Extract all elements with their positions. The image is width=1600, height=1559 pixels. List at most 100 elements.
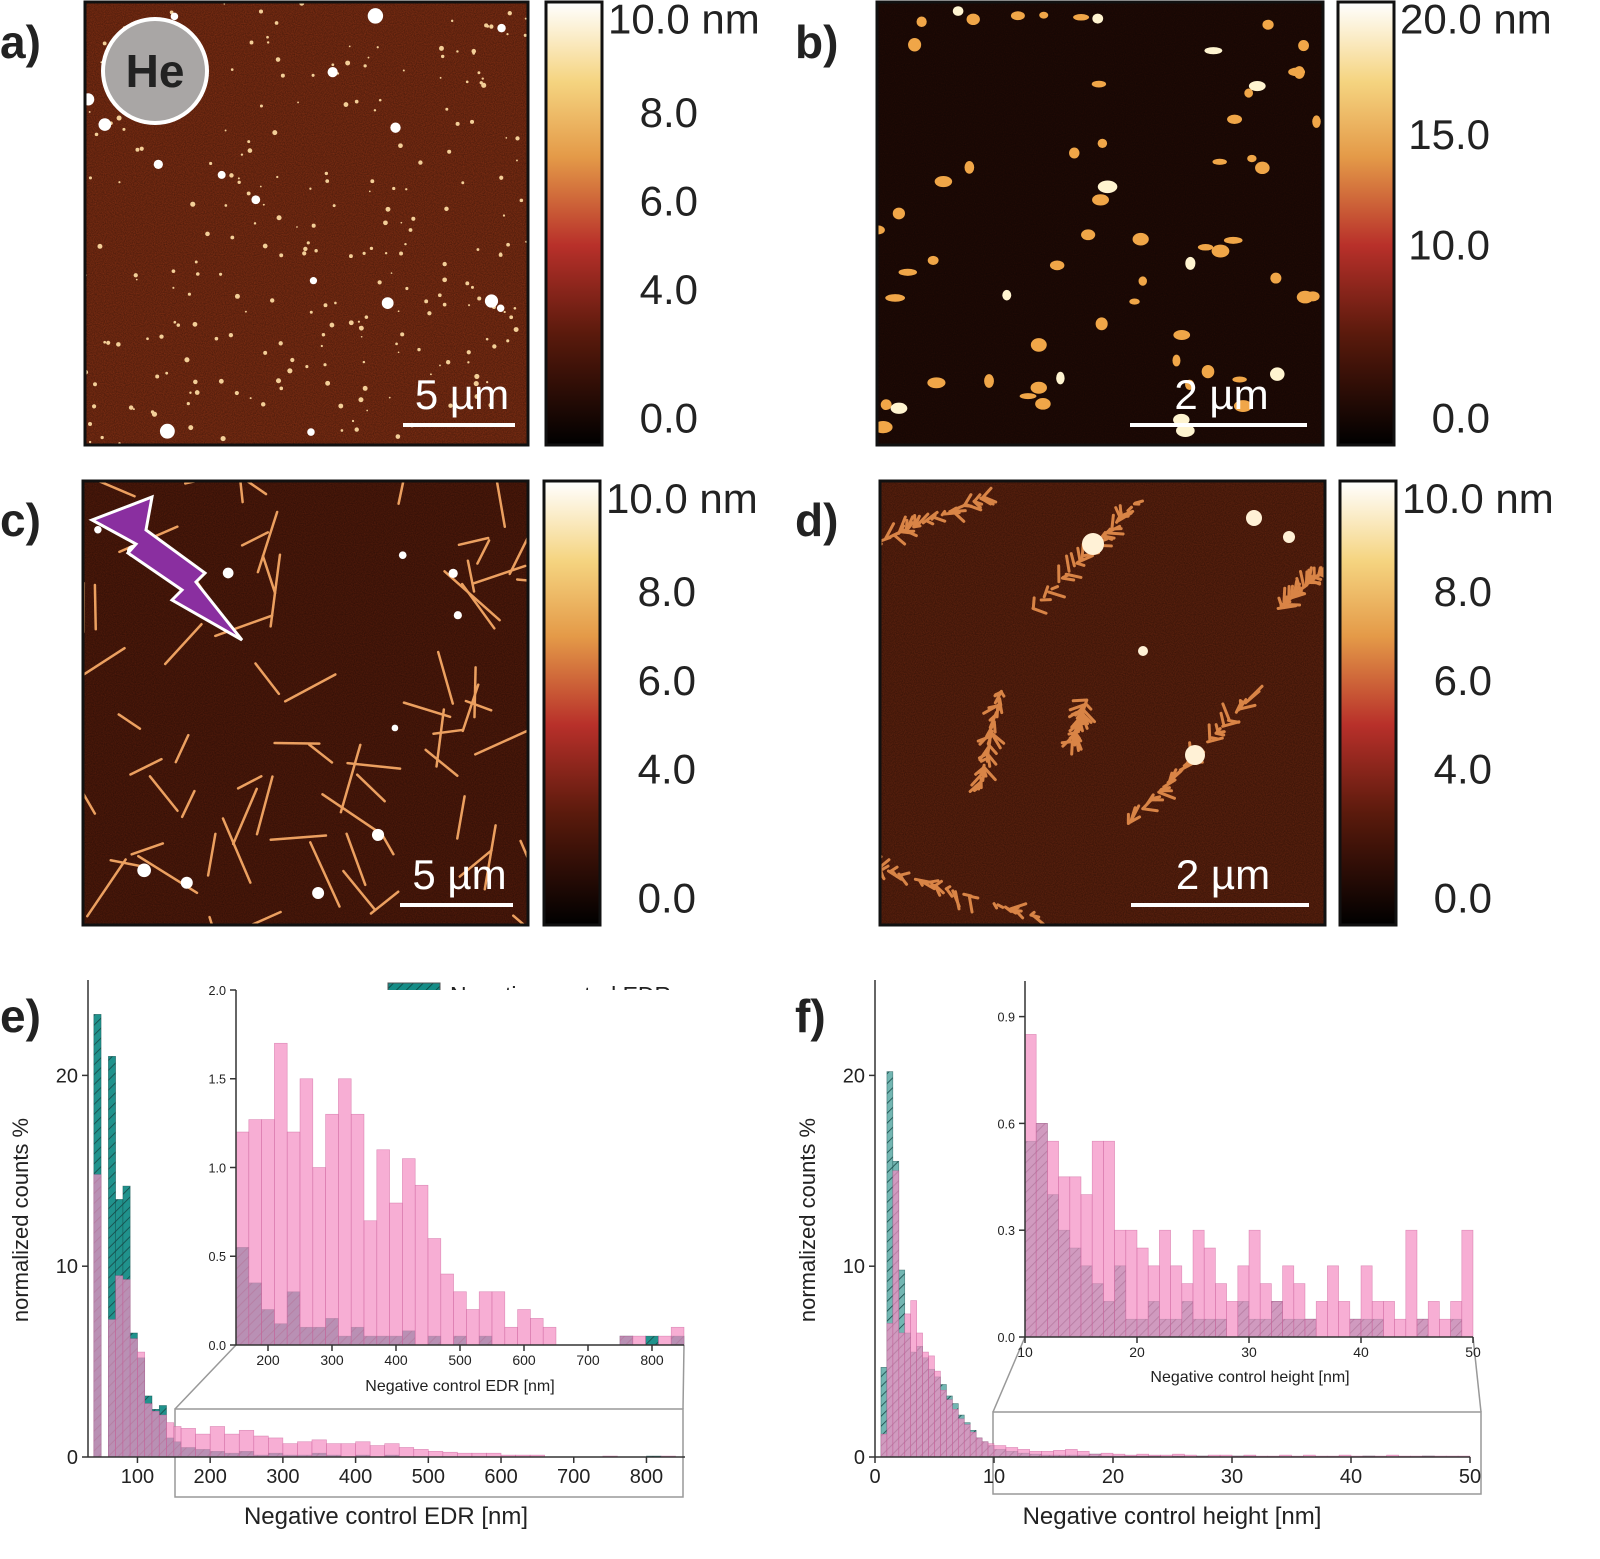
dendrite bbox=[904, 518, 909, 532]
histogram-bar bbox=[1114, 1229, 1127, 1338]
particle bbox=[1035, 398, 1051, 410]
particle bbox=[186, 401, 190, 406]
colorbar-label: 15.0 bbox=[1408, 111, 1490, 158]
particle bbox=[1306, 291, 1320, 302]
y-tick-label: 1.0 bbox=[208, 1161, 226, 1175]
particle bbox=[437, 293, 442, 298]
particle bbox=[219, 272, 223, 276]
histogram-bar bbox=[363, 1220, 378, 1346]
particle bbox=[334, 301, 337, 305]
particle bbox=[329, 322, 335, 328]
particle bbox=[506, 242, 510, 247]
particle bbox=[966, 13, 980, 26]
dendrite bbox=[1114, 506, 1123, 520]
lightning-icon bbox=[88, 494, 244, 642]
particle bbox=[429, 373, 432, 376]
particle bbox=[1223, 236, 1243, 244]
particle bbox=[88, 440, 92, 444]
fibril bbox=[180, 789, 196, 819]
histogram-bar bbox=[1450, 1301, 1463, 1338]
particle bbox=[497, 23, 506, 33]
histogram-bar bbox=[1282, 1265, 1295, 1338]
dendrite bbox=[1168, 771, 1174, 783]
dendrite bbox=[1003, 905, 1018, 915]
particle bbox=[172, 286, 175, 289]
zoom-line bbox=[992, 1336, 1026, 1413]
histogram-bar bbox=[940, 1389, 947, 1458]
x-tick-label: 300 bbox=[320, 1352, 344, 1368]
particle bbox=[165, 371, 169, 375]
histogram-bar bbox=[1035, 1123, 1048, 1338]
particle bbox=[279, 253, 284, 258]
particle bbox=[456, 50, 459, 53]
fibril bbox=[256, 510, 279, 574]
dendrite bbox=[1075, 707, 1086, 720]
particle bbox=[297, 101, 299, 104]
particle bbox=[253, 222, 257, 225]
dendrite bbox=[897, 872, 904, 880]
histogram-bar bbox=[1041, 1450, 1054, 1458]
particle bbox=[439, 364, 441, 367]
histogram-bar bbox=[355, 1441, 371, 1458]
dendrite bbox=[985, 721, 996, 738]
histogram-bar bbox=[427, 1238, 442, 1346]
particle bbox=[247, 148, 253, 153]
fibril bbox=[342, 869, 377, 911]
fibril bbox=[443, 570, 501, 622]
histogram-bar bbox=[530, 1318, 544, 1346]
histogram-bar bbox=[904, 1313, 911, 1458]
particle bbox=[411, 216, 416, 221]
dendrite bbox=[999, 690, 1006, 698]
dendrite bbox=[1073, 732, 1083, 751]
particle bbox=[1069, 147, 1080, 159]
particle bbox=[358, 397, 364, 403]
particle bbox=[302, 251, 307, 256]
particle bbox=[153, 159, 163, 170]
histogram-bar bbox=[238, 1429, 255, 1458]
colorbar-label: 8.0 bbox=[638, 568, 696, 615]
dendrite bbox=[903, 528, 918, 538]
histogram-bar bbox=[369, 1445, 385, 1458]
histogram-bar bbox=[1248, 1229, 1261, 1338]
particle bbox=[465, 281, 470, 286]
y-tick-label: 0.6 bbox=[997, 1117, 1015, 1131]
particle bbox=[473, 380, 479, 387]
histogram-bar bbox=[880, 1433, 888, 1458]
particle bbox=[395, 434, 401, 439]
particle bbox=[303, 246, 308, 252]
particle bbox=[474, 373, 480, 379]
particle bbox=[467, 361, 470, 364]
histogram-bar bbox=[414, 1184, 429, 1346]
fibril bbox=[148, 775, 179, 813]
particle bbox=[397, 351, 400, 354]
particle bbox=[309, 187, 312, 190]
particle bbox=[85, 93, 95, 106]
dendrite bbox=[1129, 804, 1141, 823]
dendrite bbox=[964, 503, 983, 512]
particle bbox=[146, 337, 149, 341]
particle bbox=[258, 9, 264, 14]
particle bbox=[477, 71, 481, 75]
histogram-bar bbox=[311, 1439, 327, 1458]
particle bbox=[309, 276, 318, 285]
particle bbox=[270, 298, 275, 303]
particle bbox=[367, 8, 384, 24]
image-grain bbox=[880, 481, 1325, 925]
dendrite bbox=[988, 713, 998, 722]
colorbar-label: 0.0 bbox=[638, 874, 696, 921]
fibril bbox=[397, 481, 405, 505]
fibril bbox=[456, 795, 466, 840]
x-tick-label: 40 bbox=[1353, 1344, 1369, 1360]
particle bbox=[218, 378, 224, 384]
particle bbox=[132, 408, 135, 411]
panel-label: b) bbox=[795, 16, 838, 68]
particle bbox=[1081, 229, 1096, 241]
image-frame bbox=[81, 479, 530, 927]
histogram-bar bbox=[934, 1370, 941, 1458]
particle bbox=[1091, 80, 1107, 88]
particle bbox=[244, 310, 247, 313]
zoom-line bbox=[1472, 1336, 1482, 1413]
dendrite bbox=[992, 902, 999, 910]
histogram-bar bbox=[312, 1167, 326, 1346]
